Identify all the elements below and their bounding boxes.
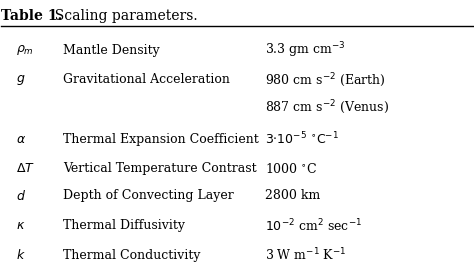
Text: $10^{-2}$ cm$^{2}$ sec$^{-1}$: $10^{-2}$ cm$^{2}$ sec$^{-1}$ bbox=[265, 217, 363, 234]
Text: 3 W m$^{-1}$ K$^{-1}$: 3 W m$^{-1}$ K$^{-1}$ bbox=[265, 247, 347, 264]
Text: $g$: $g$ bbox=[16, 73, 25, 87]
Text: Depth of Convecting Layer: Depth of Convecting Layer bbox=[63, 189, 233, 203]
Text: Vertical Temperature Contrast: Vertical Temperature Contrast bbox=[63, 162, 256, 176]
Text: $\kappa$: $\kappa$ bbox=[16, 219, 25, 232]
Text: Mantle Density: Mantle Density bbox=[63, 43, 159, 57]
Text: Thermal Diffusivity: Thermal Diffusivity bbox=[63, 219, 185, 232]
Text: 2800 km: 2800 km bbox=[265, 189, 320, 203]
Text: $\rho_m$: $\rho_m$ bbox=[16, 43, 33, 57]
Text: 887 cm s$^{-2}$ (Venus): 887 cm s$^{-2}$ (Venus) bbox=[265, 98, 390, 116]
Text: 1000 $^{\circ}$C: 1000 $^{\circ}$C bbox=[265, 162, 318, 176]
Text: Scaling parameters.: Scaling parameters. bbox=[46, 10, 198, 23]
Text: 980 cm s$^{-2}$ (Earth): 980 cm s$^{-2}$ (Earth) bbox=[265, 71, 386, 89]
Text: Table 1.: Table 1. bbox=[1, 10, 63, 23]
Text: Thermal Expansion Coefficient: Thermal Expansion Coefficient bbox=[63, 133, 258, 146]
Text: $d$: $d$ bbox=[16, 189, 26, 203]
Text: $\alpha$: $\alpha$ bbox=[16, 133, 26, 146]
Text: $3{\cdot}10^{-5}$ $^{\circ}\mathrm{C}^{-1}$: $3{\cdot}10^{-5}$ $^{\circ}\mathrm{C}^{-… bbox=[265, 131, 339, 147]
Text: Thermal Conductivity: Thermal Conductivity bbox=[63, 249, 200, 262]
Text: $\Delta T$: $\Delta T$ bbox=[16, 162, 35, 176]
Text: $k$: $k$ bbox=[16, 248, 25, 262]
Text: 3.3 gm cm$^{-3}$: 3.3 gm cm$^{-3}$ bbox=[265, 40, 346, 60]
Text: Gravitational Acceleration: Gravitational Acceleration bbox=[63, 73, 229, 86]
